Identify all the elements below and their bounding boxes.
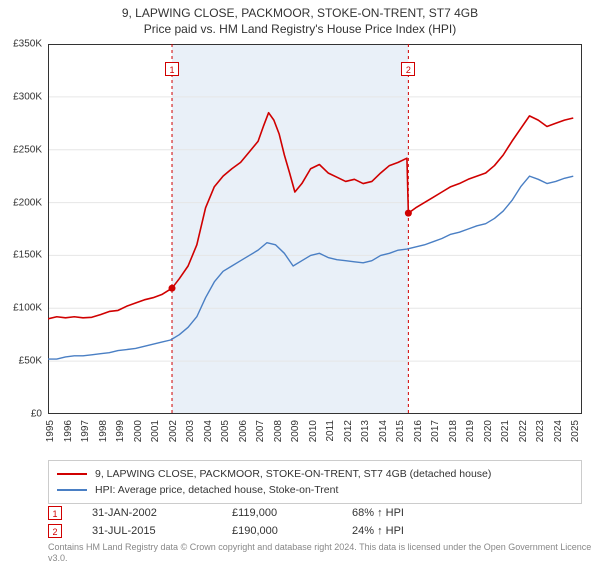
sale-hpi-diff: 24% ↑ HPI [352, 522, 404, 540]
xtick-label: 2011 [325, 420, 336, 442]
xtick-label: 2005 [220, 420, 231, 442]
xtick-label: 2023 [535, 420, 546, 442]
xtick-label: 2010 [308, 420, 319, 442]
sale-row: 2 31-JUL-2015 £190,000 24% ↑ HPI [48, 522, 582, 540]
ytick-label: £350K [0, 39, 42, 50]
ytick-label: £300K [0, 91, 42, 102]
xtick-label: 2018 [448, 420, 459, 442]
xtick-label: 2004 [203, 420, 214, 442]
legend-row: 9, LAPWING CLOSE, PACKMOOR, STOKE-ON-TRE… [57, 466, 573, 482]
legend-box: 9, LAPWING CLOSE, PACKMOOR, STOKE-ON-TRE… [48, 460, 582, 504]
legend-swatch [57, 473, 87, 475]
sales-table: 1 31-JAN-2002 £119,000 68% ↑ HPI 2 31-JUL-201… [48, 504, 582, 540]
xtick-label: 1999 [115, 420, 126, 442]
sale-marker-box: 2 [401, 62, 415, 76]
title-subtitle: Price paid vs. HM Land Registry's House … [0, 22, 600, 36]
xtick-label: 2017 [430, 420, 441, 442]
ytick-label: £200K [0, 197, 42, 208]
ytick-label: £250K [0, 144, 42, 155]
sale-row: 1 31-JAN-2002 £119,000 68% ↑ HPI [48, 504, 582, 522]
xtick-label: 2000 [133, 420, 144, 442]
sale-price: £119,000 [232, 504, 322, 522]
xtick-label: 2001 [150, 420, 161, 442]
sale-row-marker: 1 [48, 506, 62, 520]
sale-date: 31-JUL-2015 [92, 522, 202, 540]
xtick-label: 2003 [185, 420, 196, 442]
ytick-label: £100K [0, 303, 42, 314]
chart-svg [48, 44, 582, 414]
xtick-label: 2016 [413, 420, 424, 442]
xtick-label: 2008 [273, 420, 284, 442]
ytick-label: £50K [0, 356, 42, 367]
xtick-label: 2006 [238, 420, 249, 442]
xtick-label: 2019 [465, 420, 476, 442]
title-address: 9, LAPWING CLOSE, PACKMOOR, STOKE-ON-TRE… [0, 6, 600, 20]
legend-label: HPI: Average price, detached house, Stok… [95, 482, 338, 498]
page-root: 9, LAPWING CLOSE, PACKMOOR, STOKE-ON-TRE… [0, 0, 600, 560]
xtick-label: 2021 [500, 420, 511, 442]
shaded-band [172, 44, 408, 414]
sale-date: 31-JAN-2002 [92, 504, 202, 522]
xtick-label: 2020 [483, 420, 494, 442]
xtick-label: 2002 [168, 420, 179, 442]
footnote: Contains HM Land Registry data © Crown c… [48, 542, 600, 564]
legend-row: HPI: Average price, detached house, Stok… [57, 482, 573, 498]
legend-label: 9, LAPWING CLOSE, PACKMOOR, STOKE-ON-TRE… [95, 466, 491, 482]
xtick-label: 2013 [360, 420, 371, 442]
xtick-label: 2024 [553, 420, 564, 442]
title-block: 9, LAPWING CLOSE, PACKMOOR, STOKE-ON-TRE… [0, 0, 600, 36]
xtick-label: 2012 [343, 420, 354, 442]
chart-area: £0£50K£100K£150K£200K£250K£300K£350K1995… [48, 44, 582, 414]
ytick-label: £150K [0, 250, 42, 261]
xtick-label: 2009 [290, 420, 301, 442]
xtick-label: 1996 [63, 420, 74, 442]
xtick-label: 2015 [395, 420, 406, 442]
sale-row-marker: 2 [48, 524, 62, 538]
sale-dot [405, 210, 412, 217]
xtick-label: 2025 [570, 420, 581, 442]
sale-marker-box: 1 [165, 62, 179, 76]
xtick-label: 1997 [80, 420, 91, 442]
legend-swatch [57, 489, 87, 491]
xtick-label: 2007 [255, 420, 266, 442]
xtick-label: 2014 [378, 420, 389, 442]
ytick-label: £0 [0, 409, 42, 420]
xtick-label: 2022 [518, 420, 529, 442]
sale-dot [169, 285, 176, 292]
xtick-label: 1995 [45, 420, 56, 442]
sale-price: £190,000 [232, 522, 322, 540]
xtick-label: 1998 [98, 420, 109, 442]
sale-hpi-diff: 68% ↑ HPI [352, 504, 404, 522]
